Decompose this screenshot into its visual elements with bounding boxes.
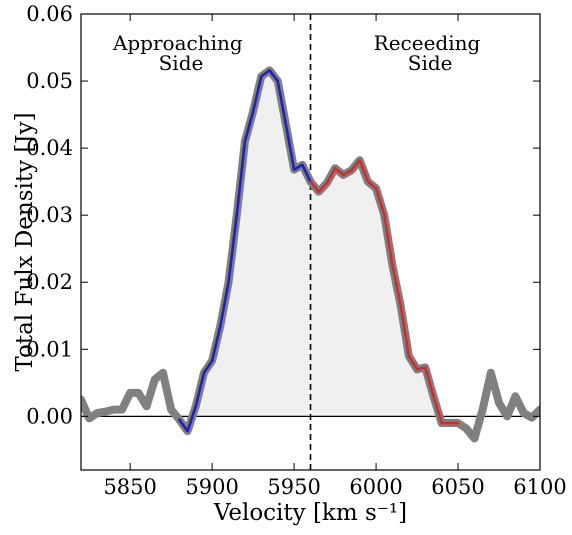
receding-side-line-2: Side xyxy=(408,51,453,75)
x-axis-label: Velocity [km s⁻¹] xyxy=(213,500,407,526)
approaching-side-annotation: Approaching Side xyxy=(112,31,249,75)
x-tick-label: 5950 xyxy=(267,475,320,499)
y-tick-label: 0.00 xyxy=(26,404,73,428)
y-axis-label: Total Fulx Density [Jy] xyxy=(12,112,38,371)
y-tick-label: 0.04 xyxy=(26,136,73,160)
spectrum-lines xyxy=(81,66,540,443)
y-tick-label: 0.03 xyxy=(26,203,73,227)
integrated-flux-fill xyxy=(179,70,459,432)
approaching-side-line xyxy=(178,69,312,433)
y-tick-label: 0.01 xyxy=(26,337,73,361)
x-tick-label: 6100 xyxy=(513,475,566,499)
x-tick-label: 5900 xyxy=(185,475,238,499)
x-tick-label: 5850 xyxy=(103,475,156,499)
receding-side-line xyxy=(309,158,460,425)
approaching-side-line-1: Approaching xyxy=(112,31,243,55)
receding-side-line-1: Receeding xyxy=(374,31,481,55)
y-tick-label: 0.06 xyxy=(26,2,73,26)
plot-frame xyxy=(80,13,541,471)
y-tick-label: 0.02 xyxy=(26,270,73,294)
reference-lines xyxy=(81,14,540,470)
axes-frame xyxy=(80,13,541,471)
y-tick-label: 0.05 xyxy=(26,69,73,93)
axis-ticks: 5850 5900 5950 6000 6050 6100 0.00 0.01 0.02 0.03… xyxy=(26,2,566,499)
x-tick-label: 6050 xyxy=(431,475,484,499)
x-tick-label: 6000 xyxy=(349,475,402,499)
receding-side-annotation: Receeding Side xyxy=(374,31,487,75)
flux-fill-area xyxy=(179,70,459,432)
approaching-side-line-2: Side xyxy=(159,51,204,75)
